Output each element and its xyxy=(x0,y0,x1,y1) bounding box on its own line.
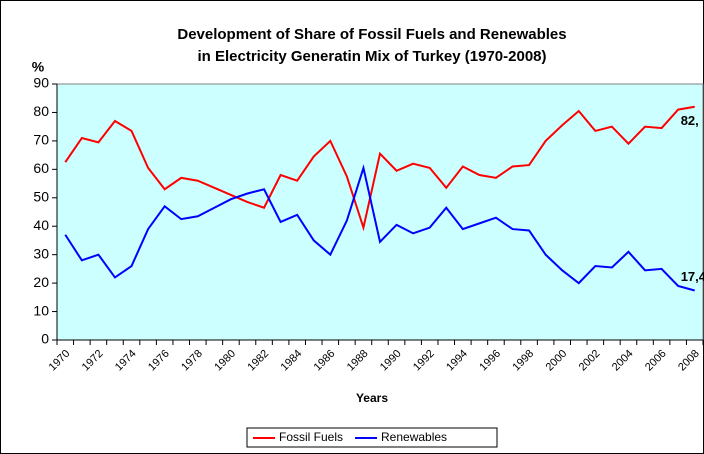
data-label: 82, xyxy=(681,113,699,128)
y-tick-label: 90 xyxy=(33,75,49,91)
y-tick-label: 70 xyxy=(33,132,49,148)
series-line xyxy=(64,164,695,292)
series-line xyxy=(64,105,695,232)
y-tick-label: 80 xyxy=(33,103,49,119)
x-axis-label: Years xyxy=(356,391,388,405)
y-tick-label: 20 xyxy=(33,274,49,290)
y-tick-label: 10 xyxy=(33,302,49,318)
y-axis-label: % xyxy=(32,59,45,75)
plot-area xyxy=(56,83,704,341)
chart-title: in Electricity Generatin Mix of Turkey (… xyxy=(197,48,546,65)
chart-title: Development of Share of Fossil Fuels and… xyxy=(177,26,566,43)
y-tick-label: 30 xyxy=(33,245,49,261)
y-tick-label: 50 xyxy=(33,188,49,204)
y-tick-label: 0 xyxy=(41,331,49,347)
y-tick-label: 40 xyxy=(33,217,49,233)
y-tick-label: 60 xyxy=(33,160,49,176)
data-label: 17,4 xyxy=(681,269,704,284)
legend-label: Fossil Fuels xyxy=(279,430,343,444)
legend-label: Renewables xyxy=(381,430,447,444)
